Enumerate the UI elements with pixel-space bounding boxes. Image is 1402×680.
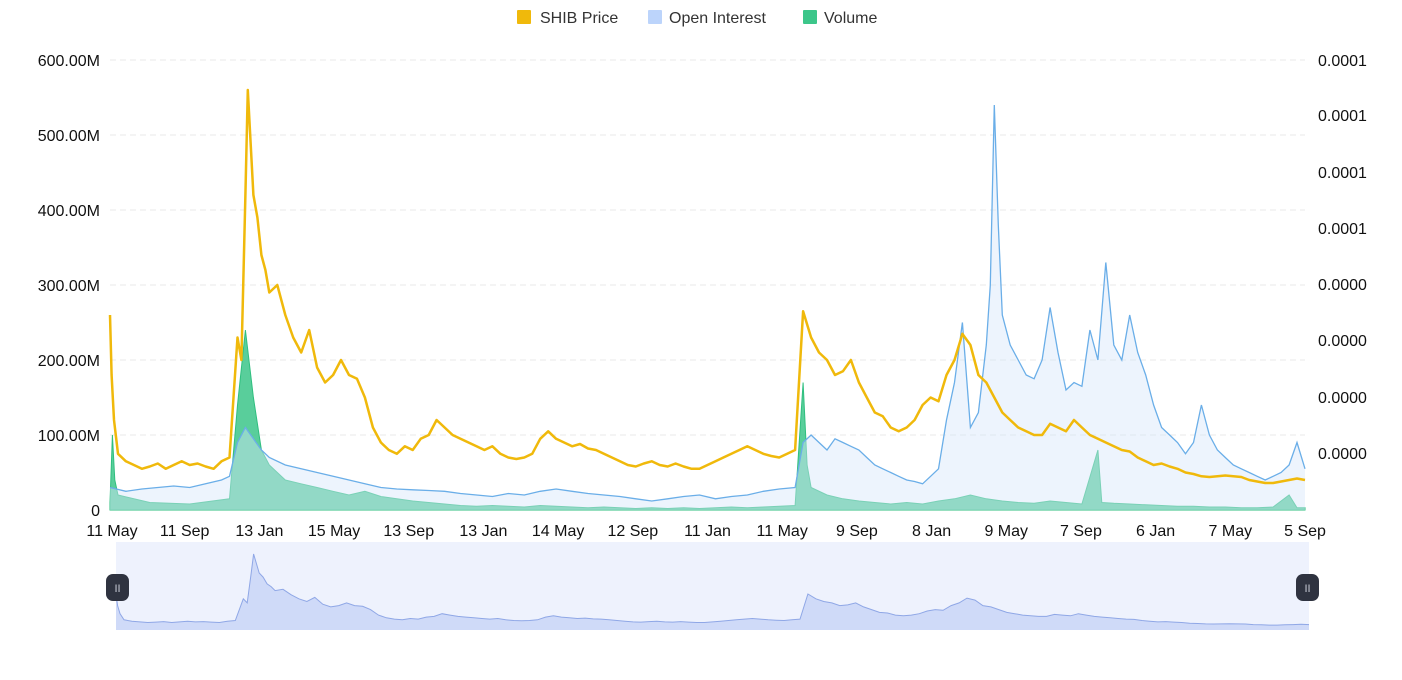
legend-swatch — [803, 10, 817, 24]
legend-label: SHIB Price — [540, 10, 618, 27]
x-tick-label: 9 Sep — [836, 523, 878, 540]
volume-series — [109, 329, 1306, 511]
x-tick-label: 6 Jan — [1136, 523, 1175, 540]
open-interest-series — [109, 104, 1306, 510]
x-tick-label: 13 Jan — [459, 523, 507, 540]
x-tick-label: 13 Sep — [383, 523, 434, 540]
x-tick-label: 14 May — [532, 523, 584, 540]
right-tick-label: 0.0000 — [1318, 446, 1367, 463]
right-tick-label: 0.0001 — [1318, 53, 1367, 70]
legend-item-0[interactable]: SHIB Price — [517, 10, 618, 27]
volume-area — [109, 329, 1306, 511]
x-tick-label: 7 May — [1209, 523, 1253, 540]
x-tick-label: 9 May — [984, 523, 1028, 540]
legend-swatch — [648, 10, 662, 24]
left-tick-label: 0 — [91, 503, 100, 520]
handle-grip — [106, 574, 129, 601]
left-tick-label: 100.00M — [38, 428, 100, 445]
open-interest-line — [109, 104, 1306, 502]
left-y-axis: 0 100.00M 200.00M 300.00M 400.00M 500.00M 600.… — [38, 53, 100, 520]
x-axis: 11 May 11 Sep 13 Jan 15 May 13 Sep 13 Jan 14 M… — [86, 523, 1326, 540]
legend-item-1[interactable]: Open Interest — [648, 10, 767, 27]
x-tick-label: 11 May — [757, 523, 808, 540]
legend-swatch — [517, 10, 531, 24]
handle-grip — [1296, 574, 1319, 601]
legend-label: Volume — [824, 10, 877, 27]
x-tick-label: 7 Sep — [1060, 523, 1102, 540]
navigator-left-handle[interactable]: II — [106, 574, 129, 601]
x-tick-label: 12 Sep — [607, 523, 658, 540]
right-tick-label: 0.0001 — [1318, 108, 1367, 125]
left-tick-label: 300.00M — [38, 278, 100, 295]
right-tick-label: 0.0000 — [1318, 277, 1367, 294]
navigator-area — [116, 554, 1309, 630]
left-tick-label: 500.00M — [38, 128, 100, 145]
price-line — [108, 88, 1306, 485]
x-tick-label: 11 May — [86, 523, 137, 540]
left-tick-label: 200.00M — [38, 353, 100, 370]
price-series — [108, 88, 1306, 485]
x-tick-label: 11 Sep — [160, 523, 210, 540]
open-interest-area — [110, 105, 1305, 510]
left-tick-label: 600.00M — [38, 53, 100, 70]
x-tick-label: 5 Sep — [1284, 523, 1326, 540]
navigator-line — [115, 553, 1310, 626]
right-tick-label: 0.0000 — [1318, 390, 1367, 407]
left-tick-label: 400.00M — [38, 203, 100, 220]
x-tick-label: 13 Jan — [235, 523, 283, 540]
range-navigator[interactable]: II II — [106, 542, 1319, 630]
x-tick-label: 8 Jan — [912, 523, 951, 540]
right-y-axis: 0.0000 0.0000 0.0000 0.0000 0.0001 0.0001 0.00… — [1318, 53, 1367, 463]
navigator-right-handle[interactable]: II — [1296, 574, 1319, 601]
x-tick-label: 15 May — [308, 523, 360, 540]
legend-label: Open Interest — [669, 10, 767, 27]
right-tick-label: 0.0001 — [1318, 165, 1367, 182]
series-layer — [108, 88, 1306, 511]
handle-glyph: II — [1304, 583, 1310, 595]
x-tick-label: 11 Jan — [684, 523, 731, 540]
handle-glyph: II — [114, 583, 120, 595]
grid-lines — [110, 59, 1305, 436]
legend: SHIB Price Open Interest Volume — [517, 10, 877, 27]
right-tick-label: 0.0001 — [1318, 221, 1367, 238]
legend-item-2[interactable]: Volume — [803, 10, 877, 27]
right-tick-label: 0.0000 — [1318, 333, 1367, 350]
